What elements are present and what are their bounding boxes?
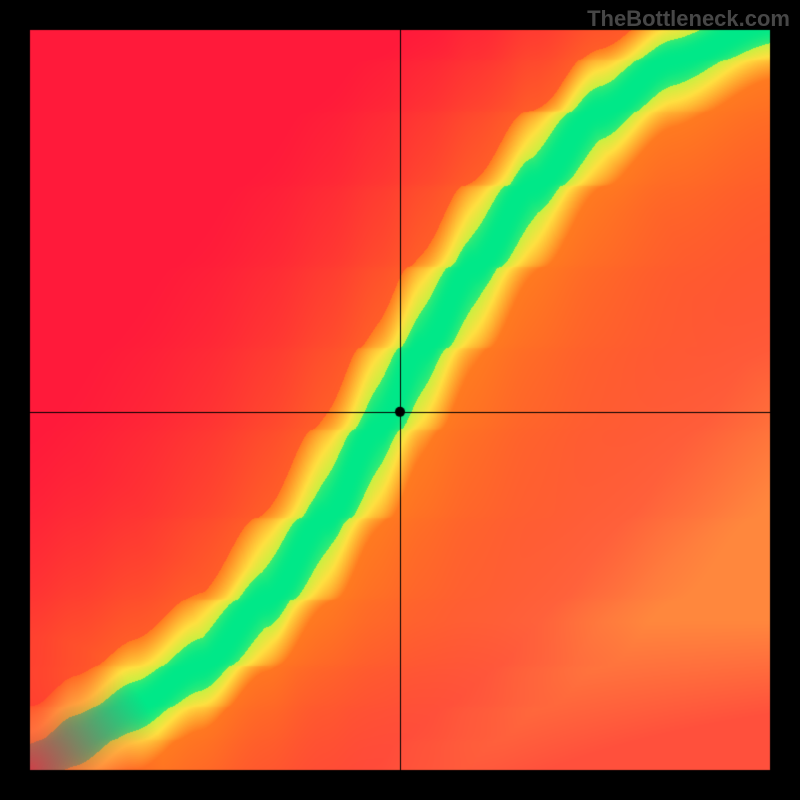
bottleneck-heatmap (0, 0, 800, 800)
watermark-text: TheBottleneck.com (587, 6, 790, 32)
